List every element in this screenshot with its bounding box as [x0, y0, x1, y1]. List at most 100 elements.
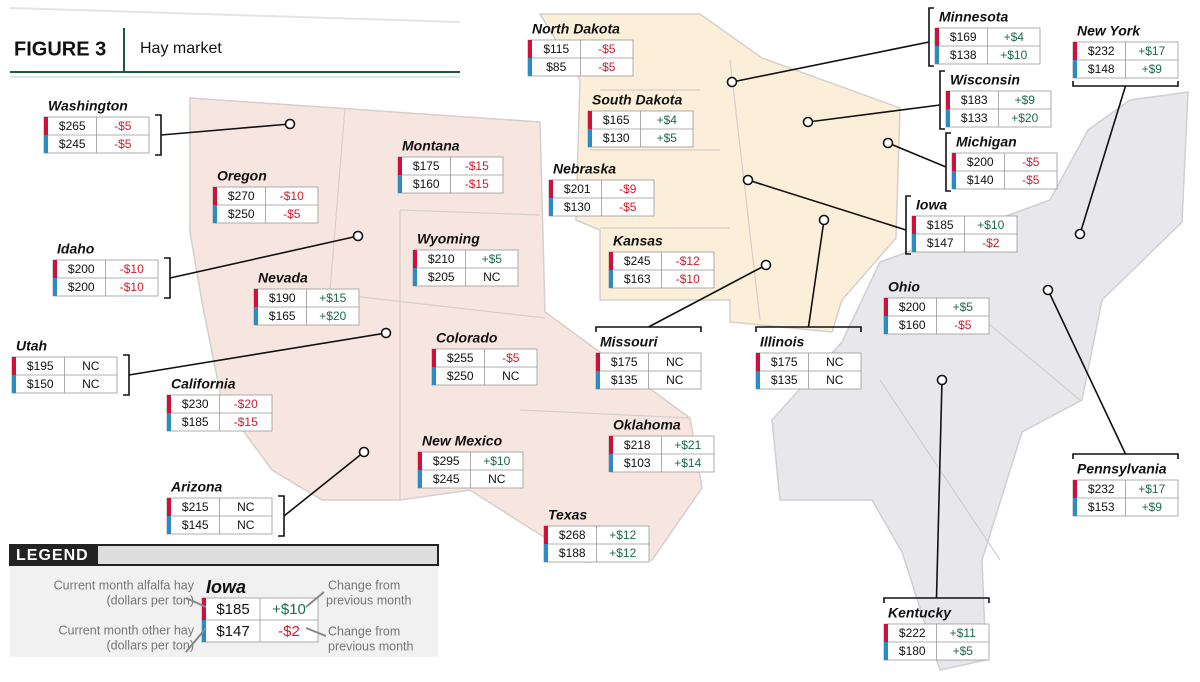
price: $165: [269, 309, 296, 323]
legend-pointer: [185, 627, 207, 653]
price-change: NC: [237, 518, 255, 532]
leader-line: [1079, 85, 1127, 235]
price-change: -$5: [1022, 155, 1040, 169]
location-dot: [284, 118, 296, 130]
location-dot: [358, 446, 370, 458]
price: $148: [1088, 62, 1115, 76]
price-change: -$15: [465, 177, 489, 191]
leader-line: [731, 41, 930, 83]
price-change: +$9: [1015, 93, 1036, 107]
other-marker: [946, 109, 950, 127]
price-change: NC: [826, 355, 844, 369]
legend-title-bg: [10, 545, 98, 565]
price-change: NC: [666, 373, 684, 387]
alfalfa-marker: [1073, 42, 1077, 60]
price: $200: [899, 300, 926, 314]
price-change: +$11: [950, 626, 976, 640]
state-name: Texas: [548, 507, 587, 523]
price: $190: [269, 291, 296, 305]
price: $218: [624, 438, 651, 452]
other-marker: [213, 205, 217, 223]
price: $103: [624, 456, 651, 470]
alfalfa-marker: [528, 40, 532, 58]
price-change: -$2: [982, 236, 1000, 250]
bracket: [155, 114, 162, 156]
price-change: +$10: [977, 218, 1004, 232]
legend-label: (dollars per ton): [106, 638, 194, 652]
bracket: [1072, 81, 1179, 87]
price-change: -$10: [280, 189, 304, 203]
price-change: -$9: [619, 182, 637, 196]
state-name: Arizona: [170, 479, 223, 495]
location-dot: [1042, 284, 1054, 296]
other-marker: [413, 268, 417, 286]
alfalfa-marker: [609, 252, 613, 270]
other-marker: [418, 470, 422, 488]
state-name: California: [171, 376, 236, 392]
price-change: +$5: [657, 131, 678, 145]
state-name: South Dakota: [592, 92, 682, 108]
alfalfa-marker: [884, 624, 888, 642]
legend-label: (dollars per ton): [106, 593, 194, 607]
state-name: Washington: [48, 98, 128, 114]
price: $175: [771, 355, 798, 369]
price: $150: [27, 377, 54, 391]
price: $200: [68, 280, 95, 294]
location-dot: [818, 214, 830, 226]
price-change: +$21: [674, 438, 701, 452]
price-change: NC: [82, 377, 100, 391]
alfalfa-marker: [44, 117, 48, 135]
legend-label: Current month other hay: [59, 623, 195, 637]
price-change: -$15: [234, 415, 258, 429]
state-name: Michigan: [956, 134, 1017, 150]
state-name: Illinois: [760, 334, 805, 350]
price-change: +$4: [1004, 30, 1025, 44]
state-name: Utah: [16, 338, 47, 354]
location-dot: [936, 374, 948, 386]
price: $232: [1088, 482, 1115, 496]
price: $138: [950, 48, 977, 62]
alfalfa-marker: [544, 526, 548, 544]
legend-state-name: Iowa: [206, 577, 246, 597]
price: $169: [950, 30, 977, 44]
leader-line: [807, 219, 825, 328]
price: $153: [1088, 500, 1115, 514]
state-name: Iowa: [916, 197, 947, 213]
price: $183: [961, 93, 988, 107]
other-marker: [432, 367, 436, 385]
price-change: -$5: [1022, 173, 1040, 187]
alfalfa-marker: [596, 353, 600, 371]
alfalfa-marker: [53, 260, 57, 278]
price-change: +$10: [272, 601, 306, 618]
price: $145: [182, 518, 209, 532]
other-marker: [44, 135, 48, 153]
bracket: [164, 257, 171, 299]
price-change: -$5: [114, 137, 132, 151]
other-marker: [884, 642, 888, 660]
price-change: +$10: [483, 454, 510, 468]
price-change: -$10: [676, 272, 700, 286]
legend-pointer: [305, 627, 327, 637]
price: $115: [543, 42, 569, 56]
price-change: +$15: [319, 291, 346, 305]
other-marker: [884, 316, 888, 334]
price-change: +$5: [953, 644, 974, 658]
location-dot: [1074, 228, 1086, 240]
price-change: +$9: [1142, 500, 1163, 514]
price: $185: [927, 218, 954, 232]
bracket: [1072, 453, 1179, 459]
state-name: Pennsylvania: [1077, 461, 1167, 477]
state-borders: [299, 59, 1081, 561]
alfalfa-marker: [935, 28, 939, 46]
price: $222: [899, 626, 926, 640]
price-change: -$5: [598, 42, 616, 56]
alfalfa-marker: [254, 289, 258, 307]
price: $147: [927, 236, 954, 250]
other-marker: [756, 371, 760, 389]
price-change: +$9: [1142, 62, 1163, 76]
state-name: Kentucky: [888, 605, 952, 621]
legend-label: Current month alfalfa hay: [54, 578, 195, 592]
state-name: Kansas: [613, 233, 663, 249]
leader-line: [747, 179, 907, 231]
state-name: Minnesota: [939, 9, 1008, 25]
